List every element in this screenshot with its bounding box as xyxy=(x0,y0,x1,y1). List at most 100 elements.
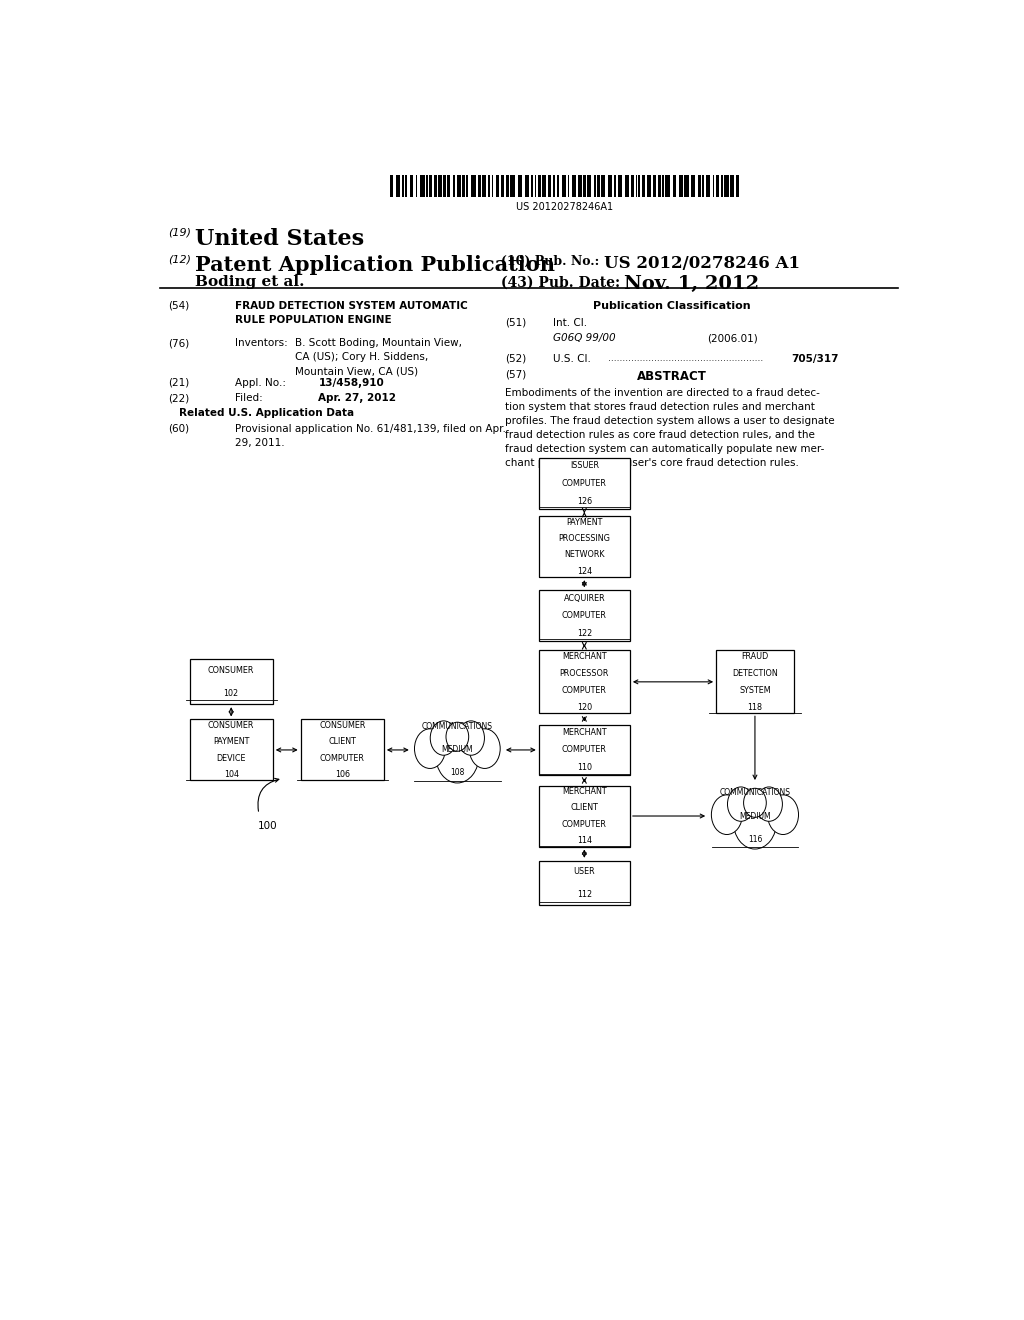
Text: PROCESSOR: PROCESSOR xyxy=(560,669,609,678)
Text: (52): (52) xyxy=(505,354,526,363)
Text: 126: 126 xyxy=(577,496,592,506)
Bar xyxy=(443,174,445,197)
Text: MERCHANT: MERCHANT xyxy=(562,652,606,661)
Bar xyxy=(438,174,442,197)
Text: Apr. 27, 2012: Apr. 27, 2012 xyxy=(318,393,396,403)
Circle shape xyxy=(415,729,445,768)
Text: COMPUTER: COMPUTER xyxy=(562,479,607,488)
Text: 102: 102 xyxy=(223,689,239,697)
Bar xyxy=(642,174,645,197)
Bar xyxy=(706,174,710,197)
Bar xyxy=(457,174,461,197)
FancyBboxPatch shape xyxy=(539,725,630,775)
Text: United States: United States xyxy=(196,227,365,249)
Text: MERCHANT: MERCHANT xyxy=(562,787,606,796)
Text: CONSUMER: CONSUMER xyxy=(319,721,366,730)
Text: FRAUD: FRAUD xyxy=(741,652,769,661)
Text: 118: 118 xyxy=(748,702,763,711)
Text: CONSUMER: CONSUMER xyxy=(208,721,254,730)
Bar xyxy=(562,174,566,197)
Bar xyxy=(429,174,432,197)
Bar xyxy=(506,174,509,197)
Bar xyxy=(736,174,738,197)
Bar xyxy=(416,174,418,197)
Text: CONSUMER: CONSUMER xyxy=(208,667,254,675)
Text: MEDIUM: MEDIUM xyxy=(739,812,771,821)
Text: 112: 112 xyxy=(577,890,592,899)
Text: Nov. 1, 2012: Nov. 1, 2012 xyxy=(624,276,759,293)
Bar xyxy=(597,174,600,197)
Text: CLIENT: CLIENT xyxy=(570,804,598,812)
FancyBboxPatch shape xyxy=(189,719,272,780)
Text: COMPUTER: COMPUTER xyxy=(562,686,607,694)
Text: FRAUD DETECTION SYSTEM AUTOMATIC
RULE POPULATION ENGINE: FRAUD DETECTION SYSTEM AUTOMATIC RULE PO… xyxy=(236,301,468,325)
Text: Filed:: Filed: xyxy=(236,393,263,403)
Bar xyxy=(584,174,586,197)
Text: USER: USER xyxy=(573,867,595,876)
Text: SYSTEM: SYSTEM xyxy=(739,686,771,694)
Bar xyxy=(466,174,468,197)
Text: (19): (19) xyxy=(168,227,190,238)
FancyBboxPatch shape xyxy=(189,660,272,704)
Bar xyxy=(478,174,481,197)
Text: 122: 122 xyxy=(577,630,592,638)
Circle shape xyxy=(430,721,457,755)
Circle shape xyxy=(446,722,469,751)
Bar xyxy=(395,174,399,197)
FancyBboxPatch shape xyxy=(301,719,384,780)
Bar xyxy=(666,174,670,197)
FancyBboxPatch shape xyxy=(716,651,794,713)
Text: 116: 116 xyxy=(748,834,762,843)
Circle shape xyxy=(458,721,484,755)
Text: (10) Pub. No.:: (10) Pub. No.: xyxy=(501,255,599,268)
Text: (21): (21) xyxy=(168,378,189,388)
Bar xyxy=(531,174,534,197)
Bar xyxy=(724,174,729,197)
Text: DETECTION: DETECTION xyxy=(732,669,778,678)
Text: CLIENT: CLIENT xyxy=(329,738,356,746)
Text: 705/317: 705/317 xyxy=(791,354,839,363)
Bar xyxy=(401,174,403,197)
Text: ......................................................: ........................................… xyxy=(608,354,763,363)
Circle shape xyxy=(768,795,799,834)
Bar xyxy=(579,174,583,197)
Bar xyxy=(517,174,522,197)
Bar xyxy=(594,174,596,197)
Bar xyxy=(658,174,660,197)
Circle shape xyxy=(469,729,500,768)
Text: 110: 110 xyxy=(577,763,592,772)
Bar xyxy=(410,174,414,197)
Text: 13/458,910: 13/458,910 xyxy=(318,378,384,388)
FancyBboxPatch shape xyxy=(539,785,630,846)
Bar xyxy=(572,174,575,197)
Text: Boding et al.: Boding et al. xyxy=(196,276,305,289)
Text: Patent Application Publication: Patent Application Publication xyxy=(196,255,555,275)
Text: G06Q 99/00: G06Q 99/00 xyxy=(553,333,615,343)
Bar xyxy=(426,174,428,197)
Bar xyxy=(721,174,723,197)
Bar xyxy=(673,174,676,197)
Bar xyxy=(607,174,612,197)
Bar xyxy=(679,174,683,197)
Bar xyxy=(492,174,494,197)
Bar xyxy=(390,174,392,197)
Text: 106: 106 xyxy=(335,770,350,779)
Bar xyxy=(625,174,629,197)
Text: Provisional application No. 61/481,139, filed on Apr.
29, 2011.: Provisional application No. 61/481,139, … xyxy=(236,424,506,447)
Text: PAYMENT: PAYMENT xyxy=(213,738,250,746)
Bar xyxy=(652,174,655,197)
Bar xyxy=(567,174,569,197)
Bar xyxy=(406,174,407,197)
Text: ABSTRACT: ABSTRACT xyxy=(637,370,707,383)
Bar xyxy=(601,174,605,197)
Text: (54): (54) xyxy=(168,301,189,310)
Bar xyxy=(453,174,456,197)
Bar xyxy=(421,174,425,197)
Text: COMPUTER: COMPUTER xyxy=(319,754,365,763)
Text: COMPUTER: COMPUTER xyxy=(562,611,607,620)
Text: COMMUNICATIONS: COMMUNICATIONS xyxy=(720,788,791,797)
Text: (57): (57) xyxy=(505,370,526,380)
Text: COMPUTER: COMPUTER xyxy=(562,820,607,829)
Circle shape xyxy=(733,793,776,849)
Bar xyxy=(542,174,547,197)
